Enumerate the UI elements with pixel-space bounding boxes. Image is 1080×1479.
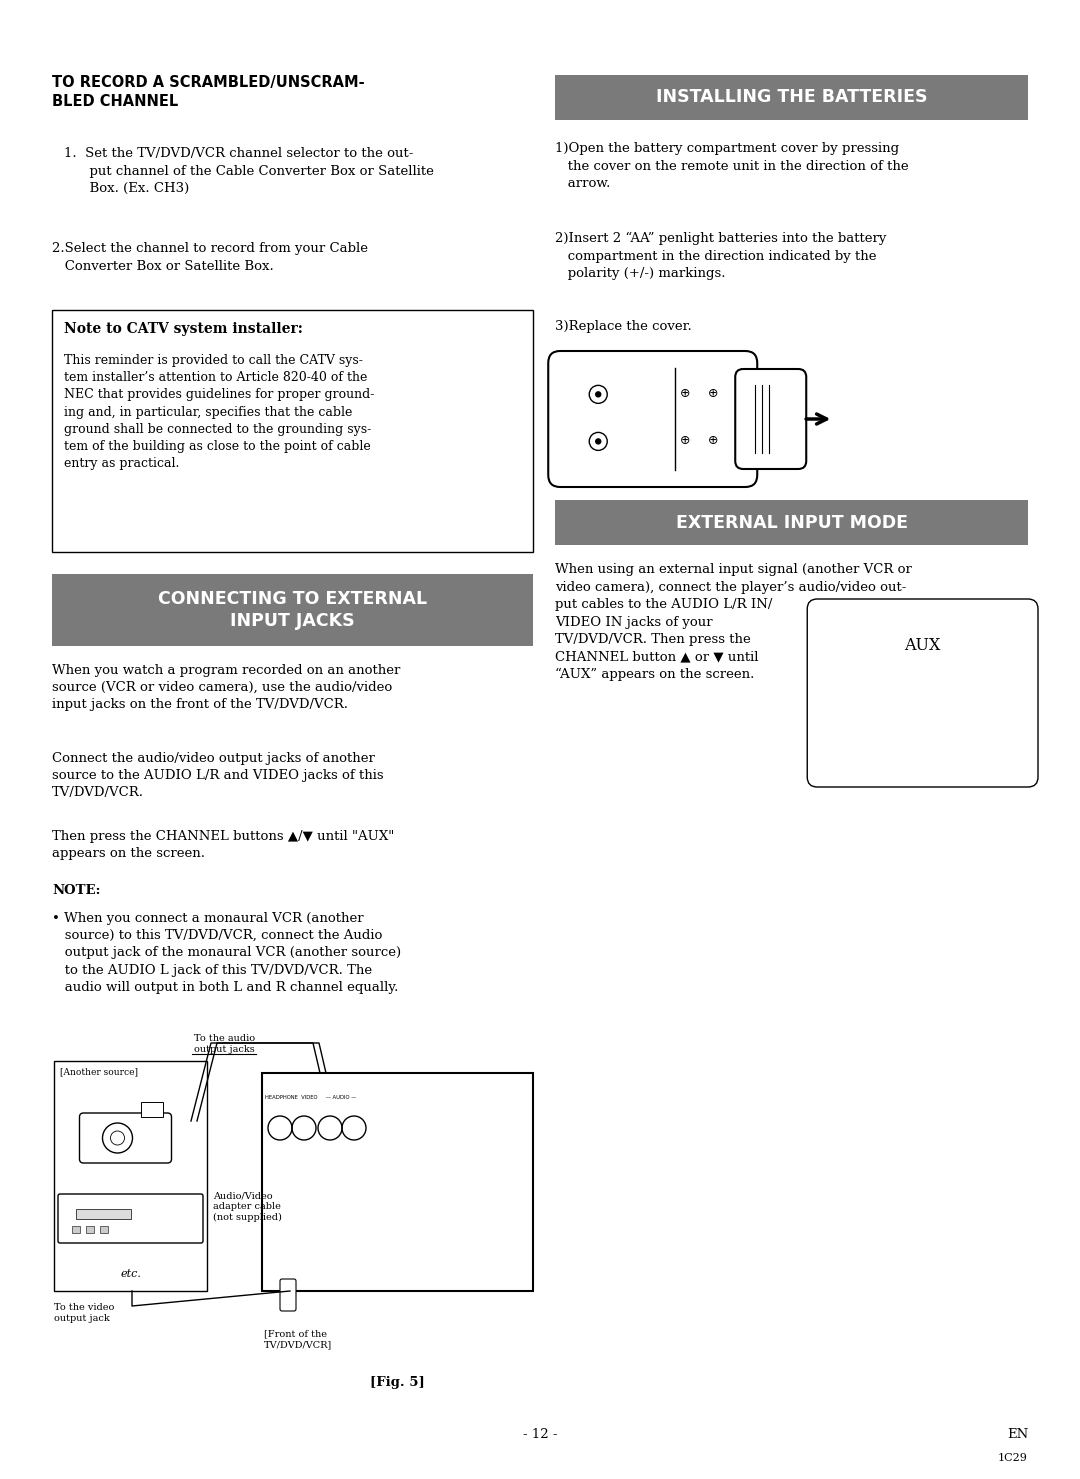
- Text: 1)Open the battery compartment cover by pressing
   the cover on the remote unit: 1)Open the battery compartment cover by …: [555, 142, 909, 189]
- Text: Audio/Video
adapter cable
(not supplied): Audio/Video adapter cable (not supplied): [213, 1191, 282, 1222]
- Text: [Another source]: [Another source]: [60, 1066, 138, 1077]
- FancyBboxPatch shape: [807, 599, 1038, 787]
- Text: • When you connect a monaural VCR (another
   source) to this TV/DVD/VCR, connec: • When you connect a monaural VCR (anoth…: [52, 913, 401, 994]
- Text: EXTERNAL INPUT MODE: EXTERNAL INPUT MODE: [676, 513, 907, 531]
- Text: AUX: AUX: [904, 637, 941, 654]
- Text: EN: EN: [1007, 1429, 1028, 1441]
- Text: ⊕: ⊕: [707, 433, 718, 447]
- Text: HEADPHONE  VIDEO     — AUDIO —: HEADPHONE VIDEO — AUDIO —: [265, 1094, 356, 1100]
- Bar: [262, 1072, 534, 1291]
- Text: To the audio
output jacks: To the audio output jacks: [194, 1034, 255, 1055]
- Text: 1C29: 1C29: [998, 1452, 1028, 1463]
- Text: TO RECORD A SCRAMBLED/UNSCRAM-
BLED CHANNEL: TO RECORD A SCRAMBLED/UNSCRAM- BLED CHAN…: [52, 75, 365, 108]
- Text: ⊕: ⊕: [679, 433, 690, 447]
- Text: To the video
output jack: To the video output jack: [54, 1303, 114, 1324]
- Bar: [72, 1226, 80, 1233]
- Text: ⊕: ⊕: [679, 387, 690, 399]
- FancyBboxPatch shape: [735, 368, 807, 469]
- Bar: [52, 311, 534, 552]
- Bar: [555, 75, 1028, 120]
- Text: [Fig. 5]: [Fig. 5]: [370, 1375, 426, 1389]
- FancyBboxPatch shape: [58, 1194, 203, 1242]
- Circle shape: [596, 392, 600, 396]
- Text: Note to CATV system installer:: Note to CATV system installer:: [64, 322, 302, 336]
- Text: [Front of the
TV/DVD/VCR]: [Front of the TV/DVD/VCR]: [264, 1330, 333, 1349]
- Circle shape: [596, 439, 600, 444]
- Text: NOTE:: NOTE:: [52, 884, 100, 896]
- Text: 2)Insert 2 “AA” penlight batteries into the battery
   compartment in the direct: 2)Insert 2 “AA” penlight batteries into …: [555, 232, 887, 280]
- Bar: [140, 1102, 162, 1117]
- FancyBboxPatch shape: [80, 1114, 172, 1162]
- Bar: [54, 1060, 207, 1291]
- Bar: [86, 1226, 94, 1233]
- Text: 3)Replace the cover.: 3)Replace the cover.: [555, 319, 692, 333]
- Text: INSTALLING THE BATTERIES: INSTALLING THE BATTERIES: [656, 89, 928, 106]
- Text: CONNECTING TO EXTERNAL
INPUT JACKS: CONNECTING TO EXTERNAL INPUT JACKS: [158, 590, 428, 630]
- Text: 2.Select the channel to record from your Cable
   Converter Box or Satellite Box: 2.Select the channel to record from your…: [52, 243, 368, 272]
- Text: When using an external input signal (another VCR or
video camera), connect the p: When using an external input signal (ano…: [555, 563, 913, 682]
- Text: This reminder is provided to call the CATV sys-
tem installer’s attention to Art: This reminder is provided to call the CA…: [64, 353, 375, 470]
- Text: When you watch a program recorded on an another
source (VCR or video camera), us: When you watch a program recorded on an …: [52, 664, 401, 711]
- Bar: [100, 1226, 108, 1233]
- Bar: [52, 574, 534, 646]
- Text: ⊕: ⊕: [707, 387, 718, 399]
- Text: Then press the CHANNEL buttons ▲/▼ until "AUX"
appears on the screen.: Then press the CHANNEL buttons ▲/▼ until…: [52, 830, 394, 861]
- Bar: [76, 1210, 131, 1219]
- FancyBboxPatch shape: [280, 1279, 296, 1310]
- Bar: [555, 500, 1028, 544]
- FancyBboxPatch shape: [549, 351, 757, 487]
- Text: Connect the audio/video output jacks of another
source to the AUDIO L/R and VIDE: Connect the audio/video output jacks of …: [52, 751, 383, 800]
- Text: 1.  Set the TV/DVD/VCR channel selector to the out-
      put channel of the Cab: 1. Set the TV/DVD/VCR channel selector t…: [64, 146, 434, 195]
- Text: - 12 -: - 12 -: [523, 1429, 557, 1441]
- Text: etc.: etc.: [120, 1269, 140, 1279]
